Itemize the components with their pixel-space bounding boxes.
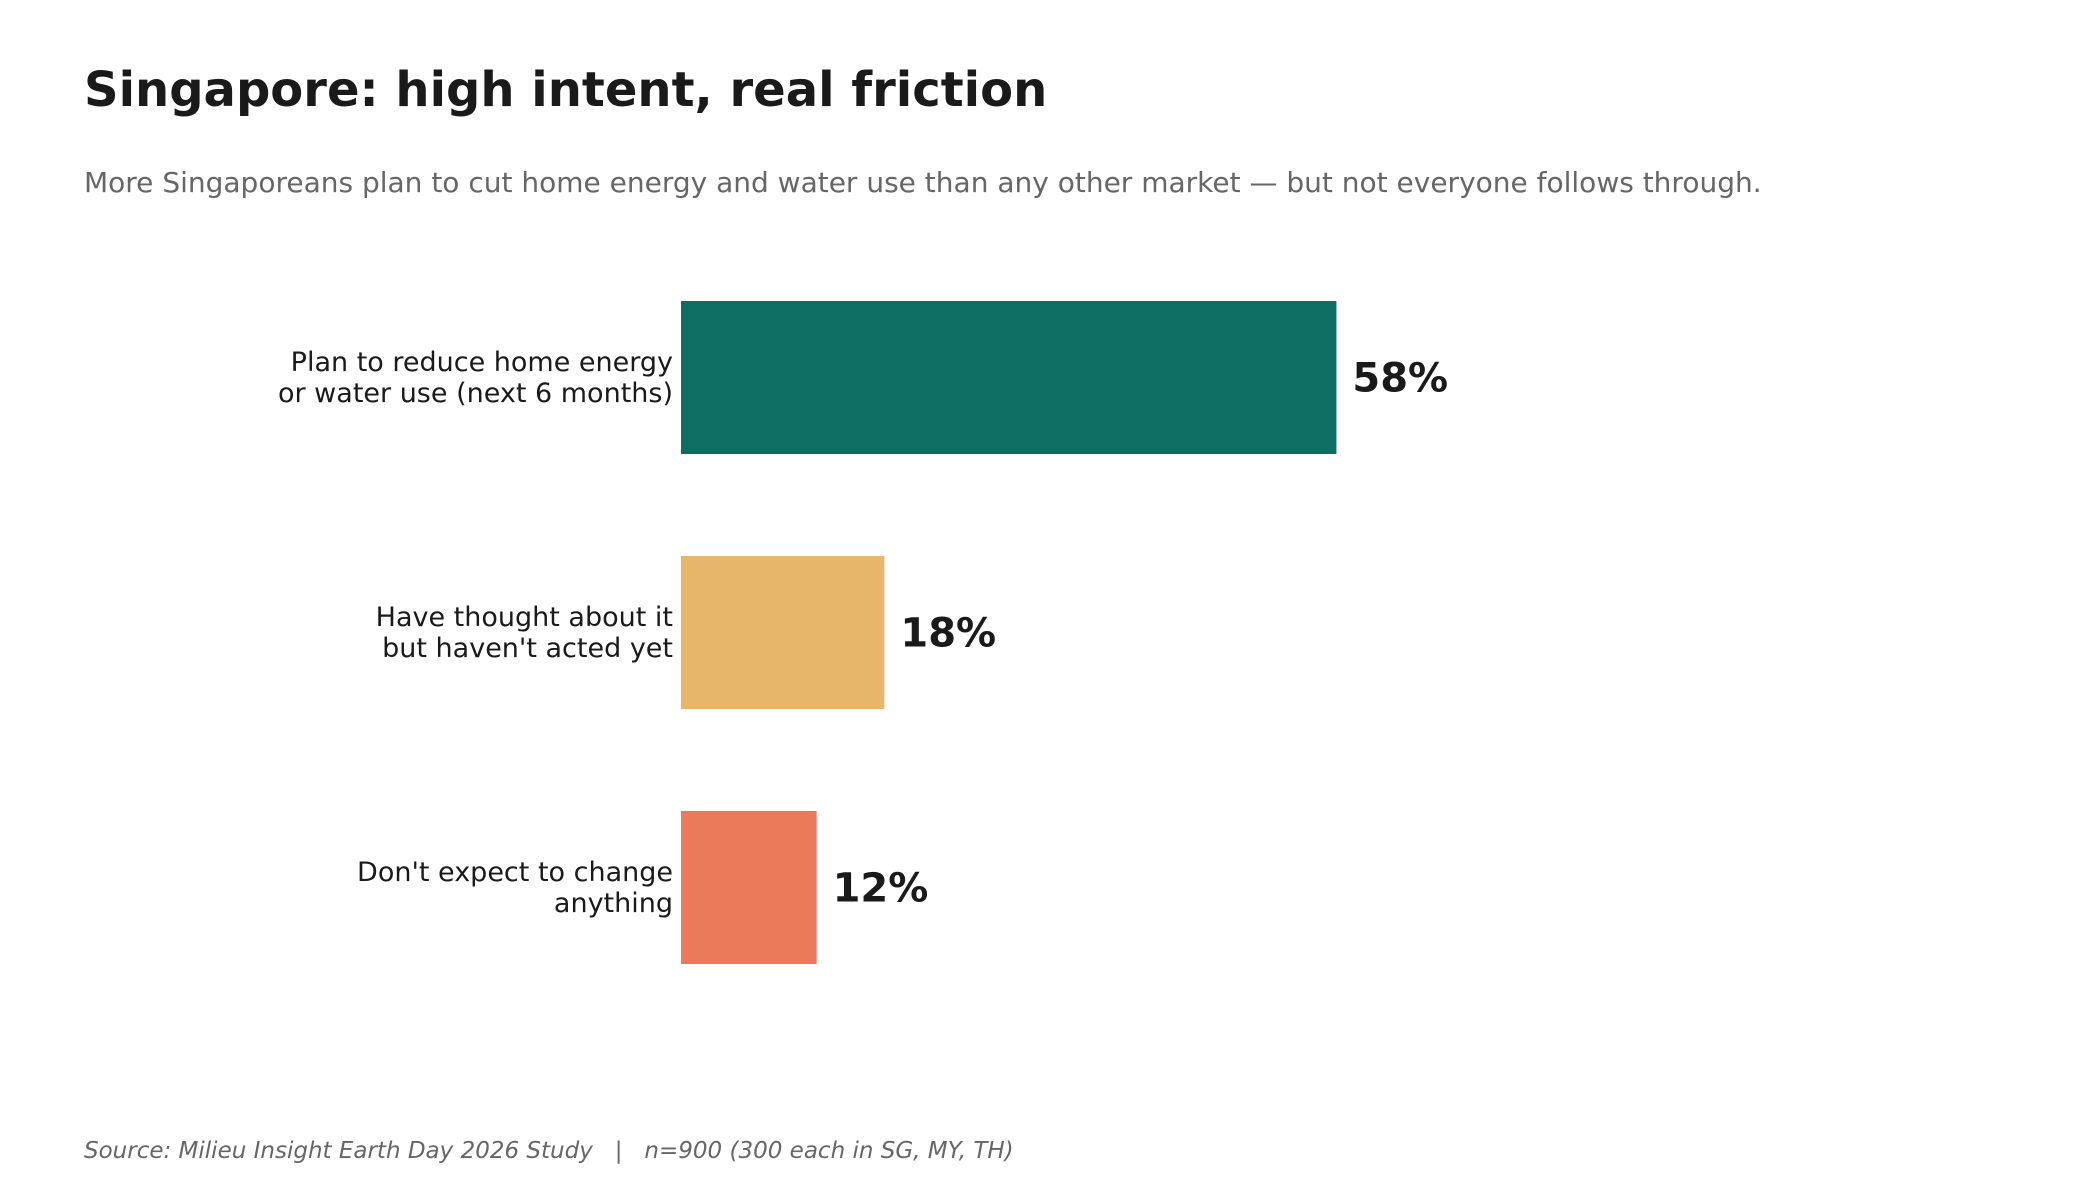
value-label-1: 58% [1352, 356, 1448, 402]
category-label-line: anything [554, 888, 673, 919]
value-label-3: 12% [833, 866, 929, 912]
category-label-line: Don't expect to change [357, 857, 673, 888]
category-label-line: Plan to reduce home energy [291, 347, 673, 378]
category-label-3: Don't expect to change anything [357, 857, 673, 919]
bar-3 [681, 811, 817, 964]
category-label-1: Plan to reduce home energy or water use (… [278, 347, 673, 409]
bars-group: Plan to reduce home energy or water use (… [278, 301, 1448, 964]
category-label-line: but haven't acted yet [382, 633, 673, 664]
source-note: Source: Milieu Insight Earth Day 2026 St… [84, 1138, 1014, 1164]
bar-2 [681, 556, 885, 709]
category-label-line: or water use (next 6 months) [278, 378, 673, 409]
bar-1 [681, 301, 1337, 454]
chart-title: Singapore: high intent, real friction [84, 62, 1048, 118]
category-label-2: Have thought about it but haven't acted y… [376, 602, 673, 664]
category-label-line: Have thought about it [376, 602, 673, 633]
chart-subtitle: More Singaporeans plan to cut home energ… [84, 166, 1762, 199]
value-label-2: 18% [900, 611, 996, 657]
